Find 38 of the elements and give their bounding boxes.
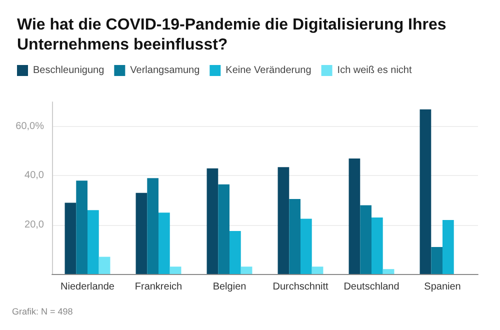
bar [147, 178, 158, 274]
bar [360, 205, 372, 274]
bar [442, 220, 454, 274]
legend-label: Beschleunigung [33, 65, 104, 76]
x-tick-label: Frankreich [134, 282, 182, 292]
legend-label: Keine Veränderung [226, 65, 312, 76]
y-tick-label: 20,0 [24, 219, 44, 230]
x-tick-label: Spanien [424, 282, 461, 292]
bar [64, 202, 76, 274]
y-tick-label: 60,0% [16, 121, 44, 132]
bar [218, 184, 230, 274]
bar [170, 266, 182, 274]
bar [289, 199, 300, 274]
chart-title: Wie hat die COVID-19-Pandemie die Digitalisierung Ihres Unternehmens beeinflusst? [17, 16, 451, 54]
legend-label: Ich weiß es nicht [337, 65, 412, 76]
bar [300, 218, 312, 274]
bar [278, 167, 290, 274]
bar [76, 180, 88, 274]
text: Grafik: N = 498 [12, 306, 73, 316]
bar [312, 266, 324, 274]
bar [230, 231, 241, 274]
x-tick-label: Belgien [212, 282, 246, 292]
bar [348, 158, 360, 274]
y-tick-label: 40,0 [24, 170, 44, 182]
bar [158, 212, 170, 274]
bar [98, 256, 110, 274]
bar [372, 217, 383, 274]
bar [136, 192, 148, 274]
bar [88, 210, 99, 274]
bar [431, 246, 442, 274]
x-tick-label: Durchschnitt [272, 282, 329, 292]
x-tick-label: Niederlande [60, 282, 115, 292]
bar [206, 168, 218, 274]
bar [240, 266, 252, 274]
bar [382, 269, 394, 274]
x-tick-label: Deutschland [344, 282, 400, 292]
legend-label: Verlangsamung [130, 65, 200, 76]
bar [420, 109, 432, 274]
